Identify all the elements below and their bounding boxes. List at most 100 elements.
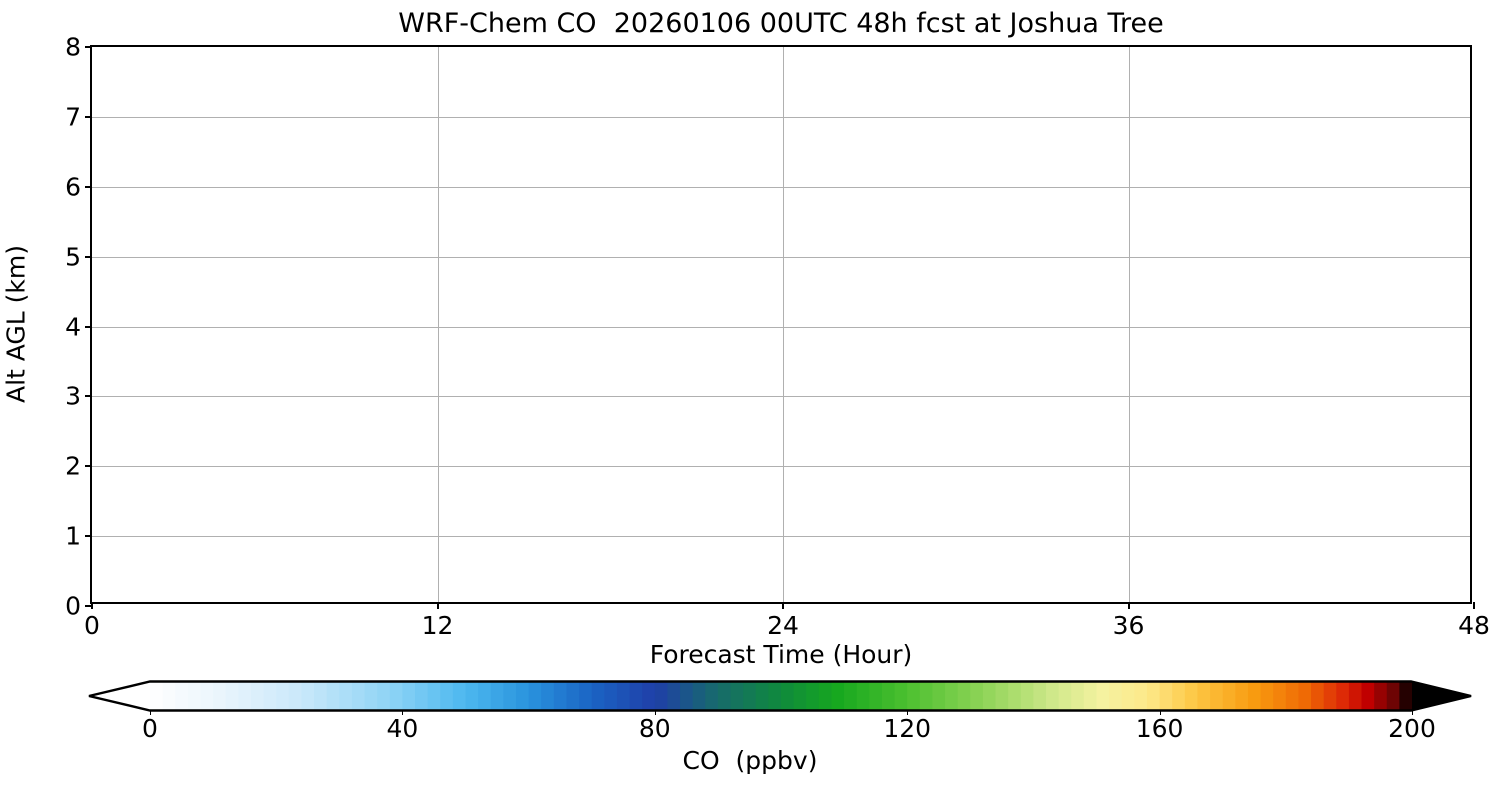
y-tick-label: 3	[65, 381, 81, 411]
colorbar-band	[730, 681, 744, 711]
gridline-vertical	[1128, 47, 1130, 602]
colorbar-band	[427, 681, 441, 711]
x-tick-label: 24	[767, 611, 799, 640]
gridline-horizontal	[92, 536, 1470, 538]
y-tick-mark	[85, 605, 92, 607]
colorbar-band	[301, 681, 315, 711]
colorbar-band	[793, 681, 807, 711]
colorbar-band	[629, 681, 643, 711]
colorbar-band	[1260, 681, 1274, 711]
colorbar-band	[541, 681, 555, 711]
colorbar-band	[1121, 681, 1135, 711]
colorbar-band	[1058, 681, 1072, 711]
x-tick-label: 36	[1112, 611, 1145, 640]
colorbar-band	[1298, 681, 1312, 711]
colorbar-band	[894, 681, 908, 711]
colorbar-band	[553, 681, 568, 711]
y-tick-mark	[85, 325, 92, 328]
colorbar-band	[1273, 681, 1287, 711]
colorbar-band	[452, 681, 467, 711]
colorbar-band	[566, 681, 580, 711]
colorbar-tick-mark	[1159, 710, 1161, 715]
colorbar-band	[743, 681, 757, 711]
colorbar-tick-label: 0	[142, 714, 158, 743]
colorbar-band	[478, 681, 492, 711]
colorbar-band	[919, 681, 934, 711]
colorbar-band	[490, 681, 504, 711]
colorbar-band	[945, 681, 959, 711]
colorbar-band	[1285, 681, 1300, 711]
gridline-horizontal	[92, 256, 1470, 258]
colorbar-tick-mark	[1412, 710, 1413, 715]
gridline-horizontal	[92, 116, 1470, 118]
colorbar-tick-label: 80	[638, 714, 671, 743]
colorbar-band	[781, 681, 795, 711]
colorbar-band	[1311, 681, 1325, 711]
colorbar-band	[642, 681, 656, 711]
x-tick-mark	[782, 602, 784, 609]
colorbar-band	[1386, 681, 1400, 711]
y-axis-label: Alt AGL (km)	[1, 244, 31, 404]
colorbar-band	[339, 681, 353, 711]
colorbar-band	[591, 681, 605, 711]
colorbar-tick-mark	[150, 710, 151, 715]
colorbar-band	[970, 681, 984, 711]
colorbar-tick-label: 160	[1135, 714, 1184, 743]
gridline-vertical	[783, 47, 784, 602]
colorbar-band	[705, 681, 719, 711]
colorbar-band	[389, 681, 403, 711]
gridline-horizontal	[92, 186, 1470, 188]
colorbar-band	[667, 681, 681, 711]
x-tick-mark	[1473, 602, 1475, 609]
colorbar-tick-mark	[907, 710, 909, 715]
colorbar-band	[1008, 681, 1022, 711]
colorbar-band	[995, 681, 1009, 711]
y-tick-mark	[85, 46, 92, 48]
colorbar-band	[1197, 681, 1211, 711]
colorbar-tick-mark	[654, 710, 656, 715]
y-tick-label: 4	[65, 312, 81, 341]
colorbar-band	[768, 681, 782, 711]
x-tick-mark	[436, 602, 439, 609]
colorbar[interactable]	[88, 678, 1472, 715]
colorbar-label: CO (ppbv)	[682, 746, 818, 775]
colorbar-band	[1235, 681, 1249, 711]
colorbar-band	[225, 681, 239, 711]
colorbar-band	[1374, 681, 1388, 711]
colorbar-tick-label: 200	[1388, 714, 1436, 743]
colorbar-band	[881, 681, 896, 711]
colorbar-band	[1109, 681, 1123, 711]
y-tick-label: 5	[65, 242, 81, 272]
y-tick-label: 8	[65, 32, 81, 62]
colorbar-band	[1146, 681, 1161, 711]
y-tick-mark	[85, 115, 92, 118]
gridline-horizontal	[92, 396, 1470, 398]
colorbar-band	[150, 681, 164, 711]
y-tick-mark	[85, 465, 92, 468]
gridline-horizontal	[92, 466, 1470, 468]
x-axis-label: Forecast Time (Hour)	[649, 640, 913, 669]
y-tick-mark	[85, 255, 92, 258]
colorbar-band	[1172, 681, 1186, 711]
colorbar-band	[1071, 681, 1085, 711]
colorbar-band	[831, 681, 845, 711]
colorbar-band	[263, 681, 277, 711]
colorbar-band	[465, 681, 479, 711]
colorbar-band	[1247, 681, 1262, 711]
y-tick-mark	[85, 395, 92, 398]
chart-title: WRF-Chem CO 20260106 00UTC 48h fcst at J…	[398, 8, 1164, 39]
colorbar-band	[515, 681, 530, 711]
colorbar-band	[1096, 681, 1110, 711]
y-tick-label: 1	[65, 521, 81, 551]
colorbar-band	[1399, 681, 1413, 711]
y-tick-label: 7	[65, 102, 81, 132]
colorbar-band	[1336, 681, 1350, 711]
x-tick-mark	[1127, 602, 1130, 609]
colorbar-tick-mark	[402, 710, 404, 715]
colorbar-band	[162, 681, 176, 711]
colorbar-band	[692, 681, 706, 711]
colorbar-band	[314, 681, 328, 711]
colorbar-band	[1033, 681, 1047, 711]
